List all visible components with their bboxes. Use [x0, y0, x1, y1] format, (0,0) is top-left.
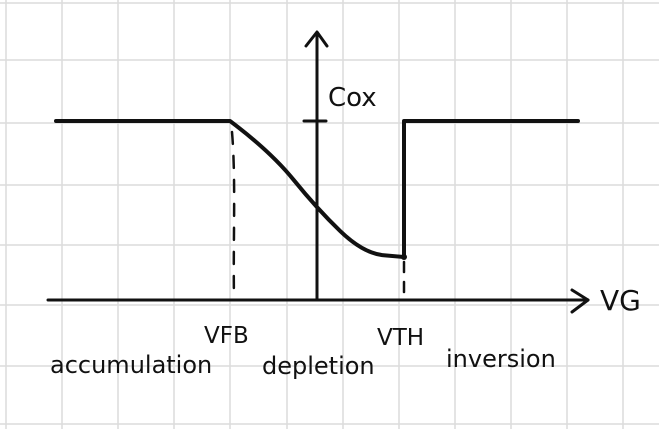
cv-curve	[54, 119, 580, 260]
depletion-label: depletion	[262, 352, 375, 380]
inversion-label: inversion	[446, 345, 556, 373]
vth-point	[401, 254, 407, 261]
vfb-dashed-line	[230, 130, 236, 300]
y-axis-label: Cox	[328, 83, 377, 113]
x-axis-arrow-icon	[570, 288, 590, 314]
x-axis-label: VG	[600, 284, 641, 317]
vfb-label: VFB	[204, 323, 249, 349]
accumulation-label: accumulation	[50, 351, 212, 379]
y-axis-arrow-icon	[304, 30, 329, 48]
vth-label: VTH	[377, 325, 424, 351]
